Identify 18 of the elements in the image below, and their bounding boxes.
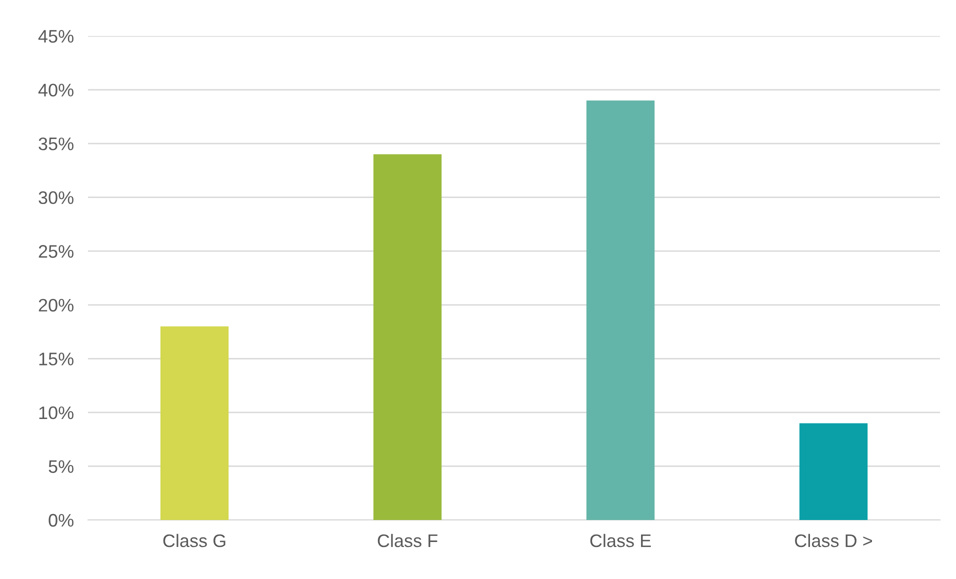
x-tick-label: Class G — [163, 534, 226, 548]
y-tick-label: 0% — [48, 514, 74, 527]
y-tick-label: 5% — [48, 460, 74, 473]
y-tick-label: 25% — [38, 245, 74, 258]
bar — [586, 100, 655, 520]
y-tick-label: 20% — [38, 298, 74, 312]
y-tick-label: 35% — [38, 137, 74, 150]
x-tick-label: Class F — [378, 534, 438, 548]
y-tick-label: 10% — [39, 406, 74, 420]
bar — [160, 326, 229, 520]
y-tick-label: 15% — [39, 352, 74, 366]
y-tick-label: 45% — [38, 30, 74, 43]
y-tick-label: 40% — [38, 84, 74, 96]
x-tick-label: Class E — [590, 534, 651, 548]
bar — [373, 154, 442, 520]
x-tick-label: Class D > — [795, 534, 872, 548]
y-tick-label: 30% — [38, 191, 74, 204]
bar — [799, 423, 868, 520]
